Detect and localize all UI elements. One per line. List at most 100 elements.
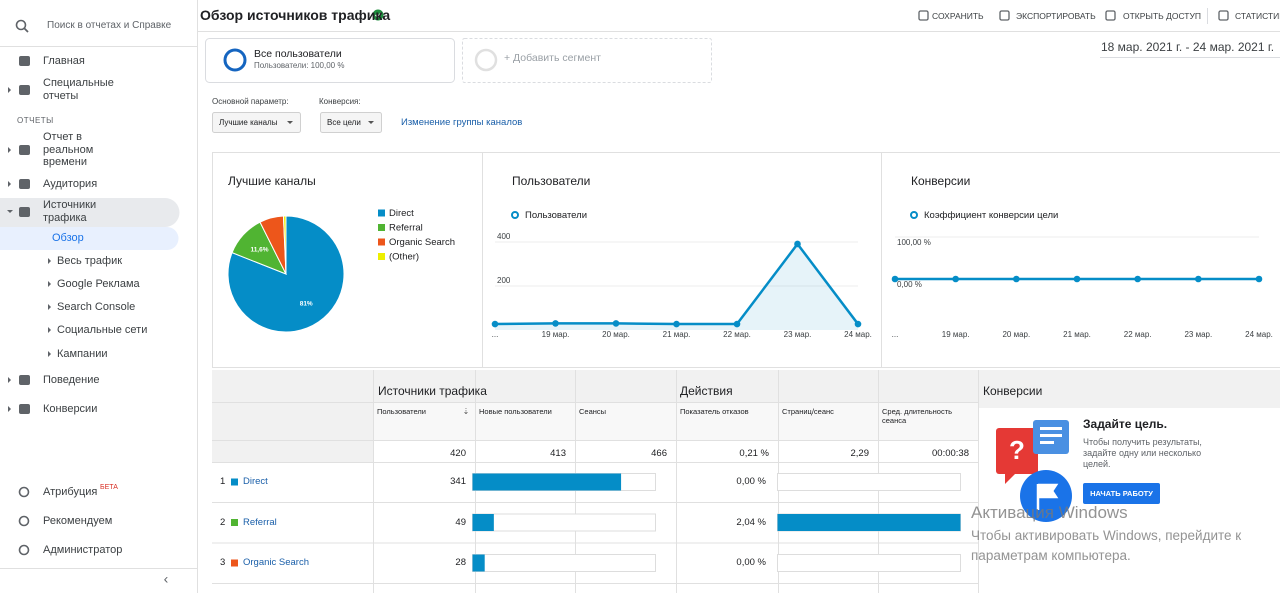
- nav-item[interactable]: Отчет в реальном времени: [43, 131, 94, 169]
- nav-arrow: [48, 327, 51, 333]
- nav-arrow: [7, 210, 13, 213]
- table-corner: [212, 370, 373, 462]
- active-item-bg: [0, 227, 179, 250]
- channel-link[interactable]: Referral: [243, 516, 277, 528]
- action-icon: [918, 10, 929, 21]
- bounce-value: 0,00 %: [736, 557, 766, 568]
- header-action[interactable]: СТАТИСТИКА: [1235, 11, 1280, 21]
- segment-detail: Пользователи: 100,00 %: [254, 61, 345, 70]
- column-header[interactable]: Показатель отказов: [680, 407, 749, 416]
- legend-label: Organic Search: [389, 237, 455, 248]
- x-tick-label: 22 мар.: [1124, 330, 1152, 339]
- sidebar-bg: [0, 0, 197, 593]
- illustration-line: [1040, 434, 1062, 437]
- goal-button[interactable]: НАЧАТЬ РАБОТУ: [1090, 489, 1153, 498]
- dropdown-arrow: [368, 121, 374, 124]
- nav-item[interactable]: Атрибуция: [43, 485, 98, 498]
- add-segment[interactable]: + Добавить сегмент: [504, 52, 601, 64]
- watermark-text: Чтобы активировать Windows, перейдите к …: [971, 528, 1242, 563]
- dropdown[interactable]: [320, 112, 382, 133]
- channel-link[interactable]: Direct: [243, 476, 268, 487]
- dropdown[interactable]: [212, 112, 301, 133]
- header-action[interactable]: ОТКРЫТЬ ДОСТУП: [1123, 11, 1202, 21]
- nav-subitem-active[interactable]: Обзор: [52, 231, 84, 244]
- action-icon: [999, 10, 1010, 21]
- segment-name[interactable]: Все пользователи: [254, 48, 342, 60]
- point: [673, 320, 680, 328]
- nav-subitem[interactable]: Социальные сети: [57, 323, 148, 336]
- action-icon: [1105, 10, 1116, 21]
- collapse-icon[interactable]: ‹: [164, 571, 169, 587]
- column-header[interactable]: Пользователи: [377, 407, 426, 416]
- header-action[interactable]: ЭКСПОРТИРОВАТЬ: [1016, 11, 1096, 21]
- nav-subitem[interactable]: Search Console: [57, 300, 136, 313]
- nav-item[interactable]: Конверсии: [43, 402, 98, 415]
- nav-icon: [18, 515, 30, 527]
- nav-arrow: [48, 304, 51, 310]
- bar: [472, 554, 485, 572]
- nav-item[interactable]: Источники трафика: [43, 199, 97, 224]
- search-input[interactable]: Поиск в отчетах и Справке: [47, 20, 172, 31]
- nav-arrow: [48, 258, 51, 264]
- dropdown-value[interactable]: Все цели: [327, 118, 361, 127]
- link[interactable]: Изменение группы каналов: [401, 117, 523, 128]
- nav-arrow: [8, 87, 11, 93]
- charts-panel: [212, 152, 1280, 368]
- control-label: Основной параметр:: [212, 97, 289, 106]
- pie-slice: [282, 215, 287, 275]
- users-value: 49: [455, 516, 466, 528]
- nav-item[interactable]: Главная: [43, 54, 85, 67]
- pie-label: 81%: [300, 300, 313, 307]
- chart-title: Конверсии: [911, 174, 971, 188]
- nav-subitem[interactable]: Кампании: [57, 347, 108, 360]
- chart-title: Пользователи: [512, 174, 591, 188]
- nav-item[interactable]: Администратор: [43, 543, 123, 556]
- x-tick-label: 20 мар.: [1002, 330, 1030, 339]
- nav-subitem[interactable]: Весь трафик: [57, 254, 123, 267]
- total-value: 0,21 %: [739, 448, 769, 459]
- chart-title: Лучшие каналы: [228, 174, 316, 188]
- watermark-title: Активация Windows: [971, 503, 1128, 522]
- column-header[interactable]: Страниц/сеанс: [782, 407, 834, 416]
- legend-label: (Other): [389, 252, 419, 263]
- point: [552, 320, 559, 327]
- nav-item[interactable]: Аудитория: [43, 177, 98, 190]
- bar-track: [472, 554, 656, 572]
- header-action[interactable]: СОХРАНИТЬ: [932, 11, 984, 21]
- x-tick-label: 23 мар.: [1184, 330, 1212, 339]
- nav-arrow: [48, 351, 51, 357]
- verified-icon: [372, 9, 384, 21]
- row-rank: 2: [220, 516, 226, 528]
- x-tick-label: 24 мар.: [844, 330, 872, 339]
- add-segment-card[interactable]: [462, 38, 712, 83]
- pie-label: 11,6%: [250, 246, 268, 253]
- legend-swatch: [378, 253, 385, 260]
- y-tick-label: 400: [497, 232, 511, 241]
- point: [733, 320, 741, 328]
- point: [891, 275, 899, 283]
- bounce-value: 0,00 %: [736, 476, 766, 487]
- goal-button-bg[interactable]: [1083, 483, 1160, 504]
- dropdown-value[interactable]: Лучшие каналы: [219, 118, 278, 127]
- verified-icon: [375, 12, 382, 19]
- nav-item[interactable]: Поведение: [43, 373, 100, 386]
- nav-item[interactable]: Специальные отчеты: [43, 77, 114, 102]
- column-header[interactable]: Новые пользователи: [479, 407, 552, 416]
- area: [495, 243, 858, 330]
- illustration-red: [1005, 474, 1015, 484]
- nav-section: ОТЧЕТЫ: [17, 116, 54, 125]
- bounce-value: 2,04 %: [736, 516, 766, 528]
- bar-track: [472, 513, 656, 532]
- column-header[interactable]: Сред. длительность сеанса: [882, 407, 953, 425]
- group-header: Источники трафика: [378, 384, 487, 398]
- active-section-bg: [0, 198, 180, 227]
- column-header[interactable]: Сеансы: [579, 407, 607, 416]
- channel-link[interactable]: Organic Search: [243, 557, 310, 568]
- nav-item[interactable]: Рекомендуем: [43, 514, 113, 527]
- segment-card[interactable]: [205, 38, 455, 83]
- nav-icon: [19, 207, 30, 217]
- nav-icon: [19, 56, 30, 66]
- date-range[interactable]: 18 мар. 2021 г. - 24 мар. 2021 г.: [1101, 40, 1275, 54]
- nav-subitem[interactable]: Google Реклама: [57, 277, 140, 290]
- point: [491, 320, 499, 328]
